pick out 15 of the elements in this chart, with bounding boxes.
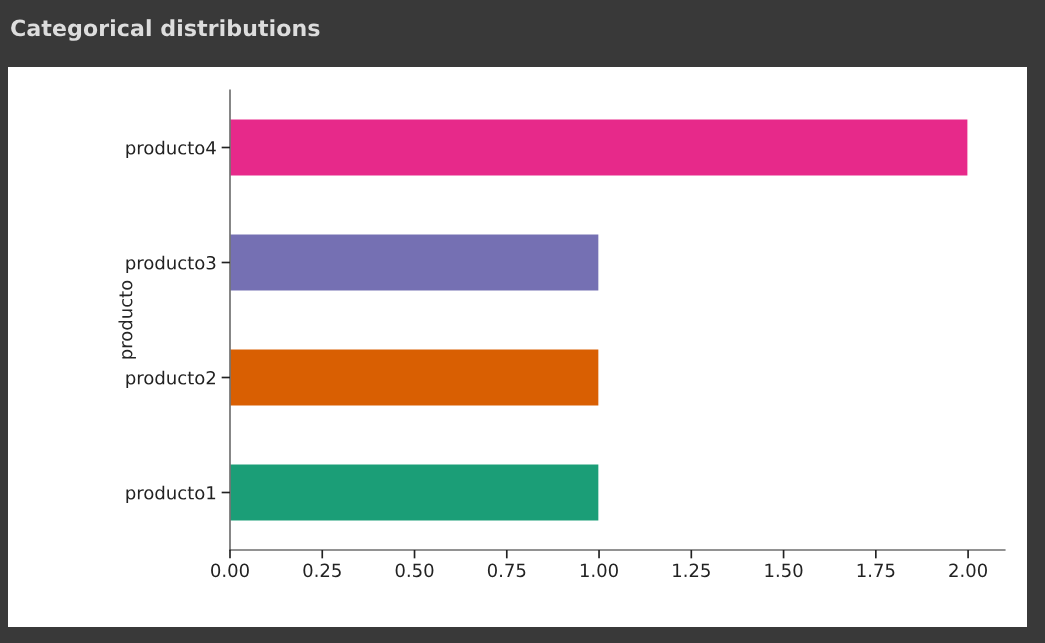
x-tick-label: 0.50: [395, 563, 434, 578]
y-tick-label: producto1: [126, 485, 216, 504]
x-tick-label: 1.75: [857, 563, 895, 578]
x-tick-label: 0.75: [487, 563, 526, 578]
x-tick-label: 0.00: [211, 563, 249, 578]
y-tick-label: producto3: [126, 255, 216, 274]
y-tick-label: producto2: [126, 370, 215, 389]
x-tick-label: 2.00: [949, 563, 987, 578]
x-tick-label: 1.50: [765, 563, 803, 578]
y-axis-title: producto: [118, 280, 136, 359]
chart-title: Categorical distributions: [11, 19, 320, 41]
y-tick-label: producto4: [126, 140, 216, 159]
x-tick-label: 1.00: [580, 563, 618, 578]
x-tick-label: 1.25: [673, 563, 710, 578]
x-tick-label: 0.25: [303, 563, 341, 578]
